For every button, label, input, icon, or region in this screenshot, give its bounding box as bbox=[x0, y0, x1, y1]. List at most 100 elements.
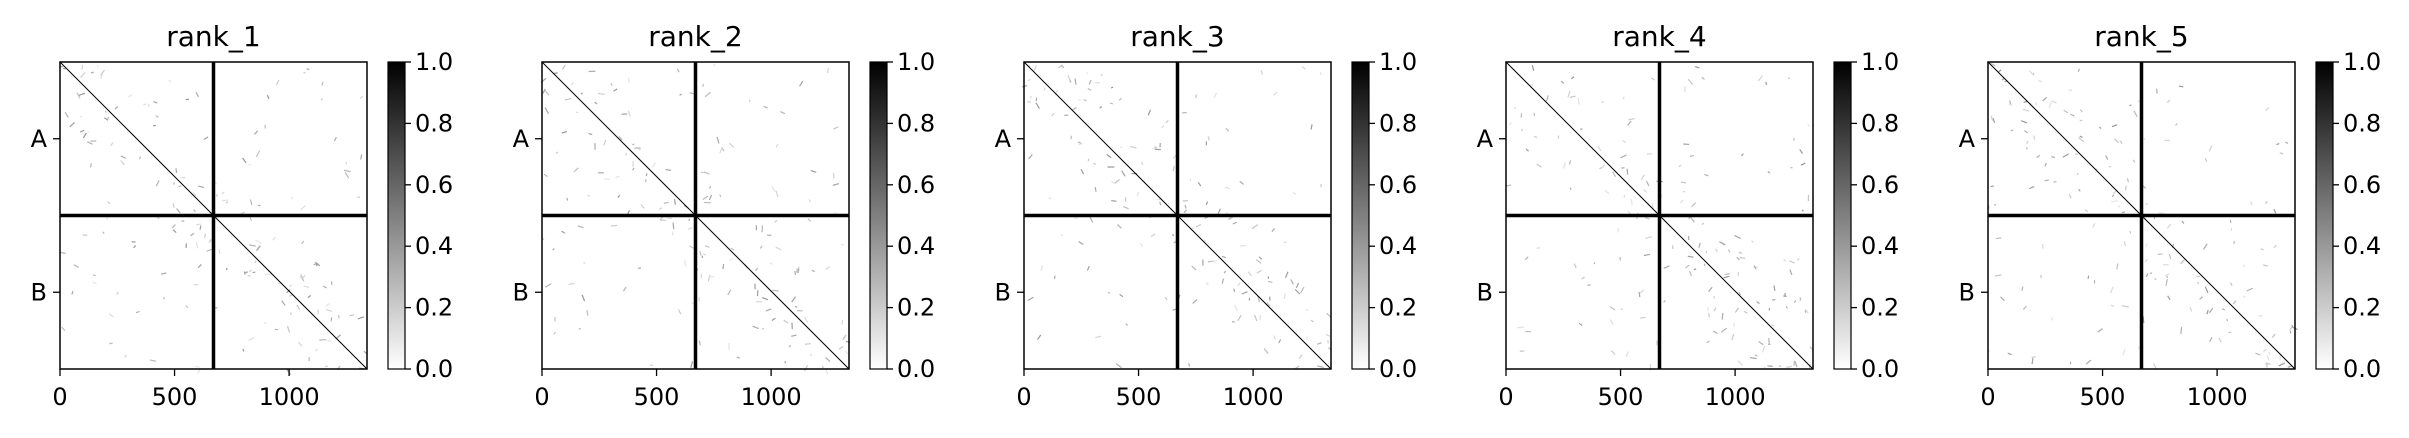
speckle-mark bbox=[314, 261, 321, 267]
speckle-mark bbox=[1804, 308, 1809, 314]
speckle-mark bbox=[544, 90, 550, 96]
speckle-mark bbox=[610, 83, 613, 86]
y-tick-label: A bbox=[513, 125, 530, 153]
speckle-mark bbox=[1599, 166, 1603, 170]
speckle-mark bbox=[242, 348, 245, 352]
speckle-mark bbox=[59, 251, 66, 254]
speckle-mark bbox=[321, 81, 324, 86]
y-tick-label: A bbox=[995, 125, 1012, 153]
speckle-mark bbox=[1051, 112, 1055, 117]
speckle-mark bbox=[2152, 363, 2157, 369]
subplot-1: rank_1 0 500 1000 A B 0.0 0.2 0.4 0.6 0.8 1.0 bbox=[31, 20, 454, 411]
speckle-mark bbox=[343, 169, 351, 173]
speckle-mark bbox=[71, 290, 74, 295]
speckle-mark bbox=[1054, 89, 1059, 96]
speckle-mark bbox=[1203, 239, 1207, 242]
speckle-mark bbox=[1053, 275, 1056, 279]
speckle-mark bbox=[2010, 129, 2014, 132]
speckle-mark bbox=[1643, 253, 1651, 257]
speckle-mark bbox=[2208, 307, 2214, 314]
speckle-mark bbox=[61, 326, 66, 332]
speckle-mark bbox=[1260, 70, 1263, 75]
speckle-mark bbox=[673, 198, 676, 205]
speckle-mark bbox=[1693, 268, 1697, 271]
y-tick-label: A bbox=[1959, 125, 1976, 153]
speckle-mark bbox=[1119, 146, 1123, 149]
speckle-mark bbox=[1620, 154, 1627, 159]
speckle-mark bbox=[1184, 204, 1187, 209]
speckle-mark bbox=[1130, 145, 1137, 149]
speckle-mark bbox=[2178, 85, 2184, 88]
speckle-mark bbox=[1317, 365, 1324, 368]
speckle-mark bbox=[633, 147, 641, 150]
speckle-mark bbox=[594, 101, 598, 105]
speckle-mark bbox=[570, 81, 574, 86]
speckle-mark bbox=[1609, 306, 1616, 311]
speckle-mark bbox=[543, 173, 548, 178]
speckle-mark bbox=[1723, 275, 1730, 279]
speckle-mark bbox=[1738, 291, 1741, 296]
speckle-mark bbox=[2022, 305, 2027, 311]
speckle-mark bbox=[1136, 191, 1140, 197]
speckle-mark bbox=[2204, 157, 2208, 162]
speckle-mark bbox=[1694, 66, 1700, 69]
speckle-mark bbox=[64, 111, 69, 118]
speckle-mark bbox=[185, 305, 189, 309]
speckle-mark bbox=[1627, 120, 1632, 126]
speckle-mark bbox=[564, 97, 572, 101]
speckle-mark bbox=[1125, 323, 1128, 326]
speckle-mark bbox=[1689, 154, 1694, 157]
speckle-mark bbox=[1043, 87, 1046, 92]
speckle-mark bbox=[2273, 244, 2277, 249]
subplot-3: rank_3 0 500 1000 A B 0.0 0.2 0.4 0.6 0.8 1.0 bbox=[995, 20, 1418, 411]
speckle-mark bbox=[2121, 211, 2125, 214]
speckle-mark bbox=[1799, 149, 1803, 154]
speckle-mark bbox=[689, 245, 695, 249]
y-tick-label: B bbox=[31, 278, 47, 306]
colorbar-tick-label: 0.6 bbox=[2343, 171, 2381, 199]
x-tick-label: 0 bbox=[1498, 383, 1513, 411]
speckle-mark bbox=[561, 131, 568, 134]
speckle-mark bbox=[1724, 273, 1731, 276]
speckle-mark bbox=[106, 116, 110, 120]
speckle-mark bbox=[1738, 251, 1743, 254]
speckle-mark bbox=[2230, 282, 2233, 286]
speckle-mark bbox=[2165, 273, 2170, 277]
speckle-mark bbox=[2022, 108, 2030, 112]
heatmap-speckles bbox=[59, 64, 368, 376]
speckle-mark bbox=[1720, 327, 1728, 333]
speckle-mark bbox=[1785, 365, 1789, 369]
speckle-mark bbox=[1284, 271, 1289, 279]
speckle-mark bbox=[1713, 330, 1718, 335]
y-tick-label: B bbox=[1477, 278, 1493, 306]
speckle-mark bbox=[1807, 123, 1810, 127]
colorbar: 0.0 0.2 0.4 0.6 0.8 1.0 bbox=[1351, 48, 1417, 383]
speckle-mark bbox=[2097, 328, 2103, 333]
speckle-mark bbox=[577, 225, 584, 229]
colorbar-tick-label: 0.0 bbox=[897, 355, 935, 383]
y-tick-label: B bbox=[995, 278, 1011, 306]
speckle-mark bbox=[2145, 273, 2149, 277]
speckle-mark bbox=[1027, 78, 1031, 82]
speckle-mark bbox=[173, 182, 175, 185]
speckle-mark bbox=[561, 64, 566, 70]
speckle-mark bbox=[1306, 336, 1308, 340]
speckle-mark bbox=[1650, 77, 1655, 81]
speckle-mark bbox=[2278, 362, 2286, 367]
speckle-mark bbox=[208, 238, 212, 243]
speckle-mark bbox=[1305, 308, 1309, 312]
speckle-mark bbox=[120, 159, 125, 166]
speckle-mark bbox=[803, 316, 809, 323]
colorbar-tick-label: 0.6 bbox=[1861, 171, 1899, 199]
speckle-mark bbox=[206, 248, 213, 252]
speckle-mark bbox=[542, 88, 546, 94]
speckle-mark bbox=[2263, 264, 2268, 267]
speckle-mark bbox=[290, 312, 292, 316]
speckle-mark bbox=[2079, 135, 2083, 138]
speckle-mark bbox=[2062, 153, 2069, 158]
speckle-mark bbox=[2110, 286, 2114, 294]
speckle-mark bbox=[1753, 265, 1757, 270]
speckle-mark bbox=[1785, 305, 1788, 309]
colorbar-tick-label: 0.0 bbox=[1379, 355, 1417, 383]
speckle-mark bbox=[1294, 288, 1301, 295]
